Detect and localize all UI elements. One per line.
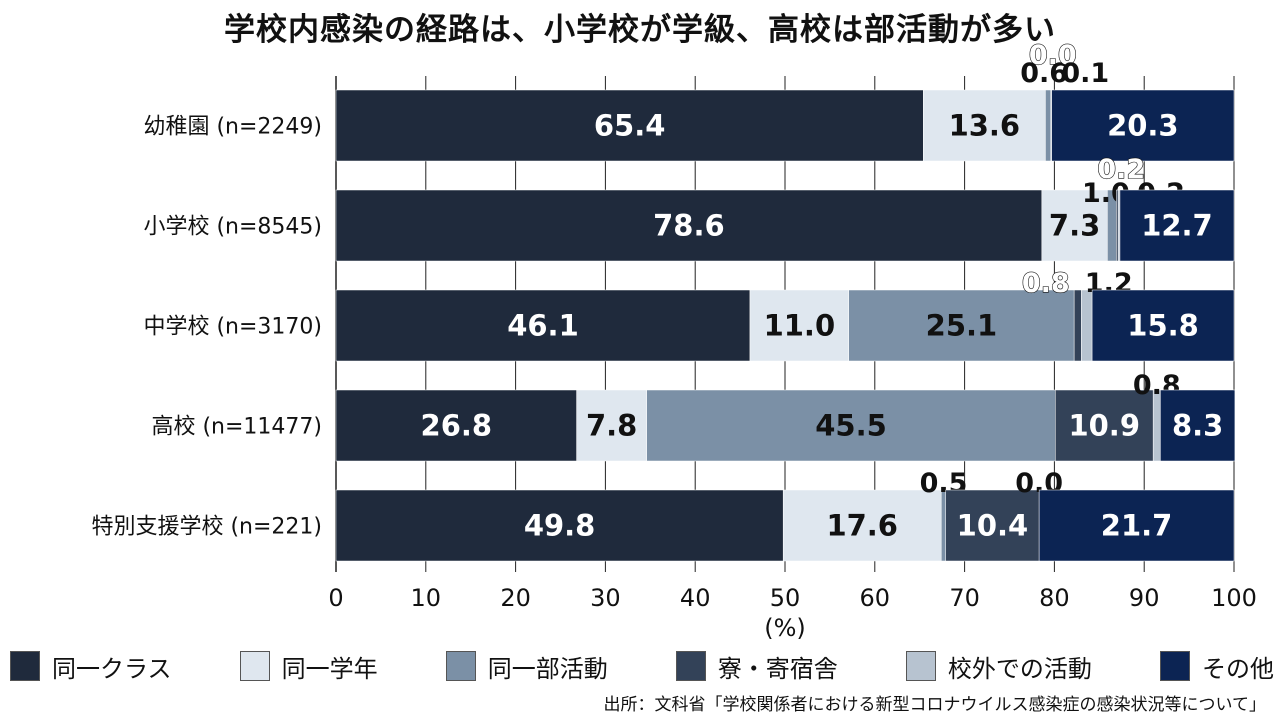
x-tick-label: 30 — [590, 584, 621, 612]
legend-item: その他 — [1160, 649, 1274, 684]
bar-segment — [335, 389, 577, 462]
data-label: 15.8 — [1127, 309, 1199, 343]
data-label: 49.8 — [524, 509, 596, 543]
legend-swatch — [10, 651, 40, 681]
data-label: 25.1 — [926, 309, 998, 343]
legend-label: 同一クラス — [52, 654, 172, 683]
x-tick-label: 0 — [328, 584, 343, 612]
legend-swatch — [445, 651, 476, 681]
bar-segment — [646, 389, 1056, 462]
data-label: 0.6 — [1020, 58, 1068, 89]
legend-swatch — [675, 651, 706, 681]
data-label: 26.8 — [421, 409, 493, 443]
bar-segment — [1160, 389, 1236, 462]
x-tick-label: 80 — [1039, 584, 1070, 612]
data-label: 7.8 — [586, 409, 637, 443]
data-label: 0.0 — [1029, 40, 1077, 71]
bar-segment — [335, 289, 751, 362]
legend-item: 同一学年 — [239, 649, 378, 684]
legend-label: 同一学年 — [281, 654, 378, 683]
legend-swatch — [239, 651, 270, 681]
data-label: 0.1 — [1061, 58, 1109, 89]
data-label: 78.6 — [653, 209, 725, 243]
x-tick-label: 50 — [770, 584, 801, 612]
legend-item: 同一部活動 — [445, 649, 608, 684]
data-label: 8.3 — [1172, 409, 1223, 443]
bar-segment — [1055, 389, 1154, 462]
data-label: 10.9 — [1068, 409, 1140, 443]
legend-label: 校外での活動 — [947, 654, 1092, 683]
data-label: 12.7 — [1141, 209, 1213, 243]
category-label: 高校 (n=11477) — [151, 415, 322, 440]
category-label: 小学校 (n=8545) — [143, 215, 322, 240]
bar-segment — [1081, 289, 1093, 362]
x-tick-label: 90 — [1129, 584, 1160, 612]
x-tick-label: 70 — [949, 584, 980, 612]
data-label: 20.3 — [1107, 109, 1179, 143]
data-label: 46.1 — [507, 309, 579, 343]
bar-segment — [335, 189, 1043, 262]
data-label: 13.6 — [949, 109, 1021, 143]
x-axis-label: (%) — [764, 614, 806, 642]
source-note: 出所：文科省「学校関係者における新型コロナウイルス感染症の感染状況等について」 — [603, 695, 1267, 715]
legend-item: 校外での活動 — [905, 649, 1092, 684]
legend-item: 同一クラス — [10, 649, 172, 684]
data-label: 7.3 — [1049, 209, 1100, 243]
bar-segment — [1117, 189, 1121, 262]
x-tick-label: 40 — [680, 584, 711, 612]
data-label: 0.8 — [1022, 268, 1070, 299]
bar-segment — [1038, 489, 1235, 562]
data-label: 11.0 — [764, 309, 836, 343]
legend-swatch — [1160, 651, 1190, 681]
bar-segment — [576, 389, 647, 462]
bar-segment — [941, 489, 946, 562]
bar-segment — [945, 489, 1040, 562]
bar-segment — [1051, 89, 1235, 162]
legend: 同一クラス 同一学年 同一部活動 寮・寄宿舎 校外での活動 その他 — [10, 648, 1274, 684]
bar-segment — [1116, 189, 1119, 262]
x-tick-label: 20 — [500, 584, 531, 612]
chart-title: 学校内感染の経路は、小学校が学級、高校は部活動が多い — [224, 12, 1056, 48]
legend-item: 寮・寄宿舎 — [675, 649, 838, 684]
data-label: 65.4 — [594, 109, 666, 143]
bar-segment — [782, 489, 942, 562]
x-tick-label: 60 — [860, 584, 891, 612]
category-label: 幼稚園 (n=2249) — [143, 115, 322, 140]
bar-segment — [1045, 89, 1052, 162]
legend-label: 同一部活動 — [487, 654, 608, 683]
bar-segment — [335, 489, 784, 562]
category-label: 特別支援学校 (n=221) — [91, 515, 322, 540]
bar-segment — [848, 289, 1075, 362]
legend-swatch — [905, 651, 936, 681]
data-label: 21.7 — [1101, 509, 1173, 543]
bar-segment — [1119, 189, 1235, 262]
data-label: 0.2 — [1097, 154, 1145, 185]
x-tick-label: 10 — [411, 584, 442, 612]
data-label: 17.6 — [826, 509, 898, 543]
legend-label: その他 — [1202, 654, 1274, 683]
legend-label: 寮・寄宿舎 — [717, 654, 838, 683]
bar-segment — [749, 289, 850, 362]
bar-segment — [1073, 289, 1082, 362]
data-label: 45.5 — [815, 409, 887, 443]
bar-segment — [1091, 289, 1235, 362]
x-tick-label: 100 — [1211, 584, 1257, 612]
data-label: 10.4 — [957, 509, 1029, 543]
bar-segment — [1041, 189, 1108, 262]
category-label: 中学校 (n=3170) — [143, 315, 322, 340]
bar-segment — [335, 89, 924, 162]
